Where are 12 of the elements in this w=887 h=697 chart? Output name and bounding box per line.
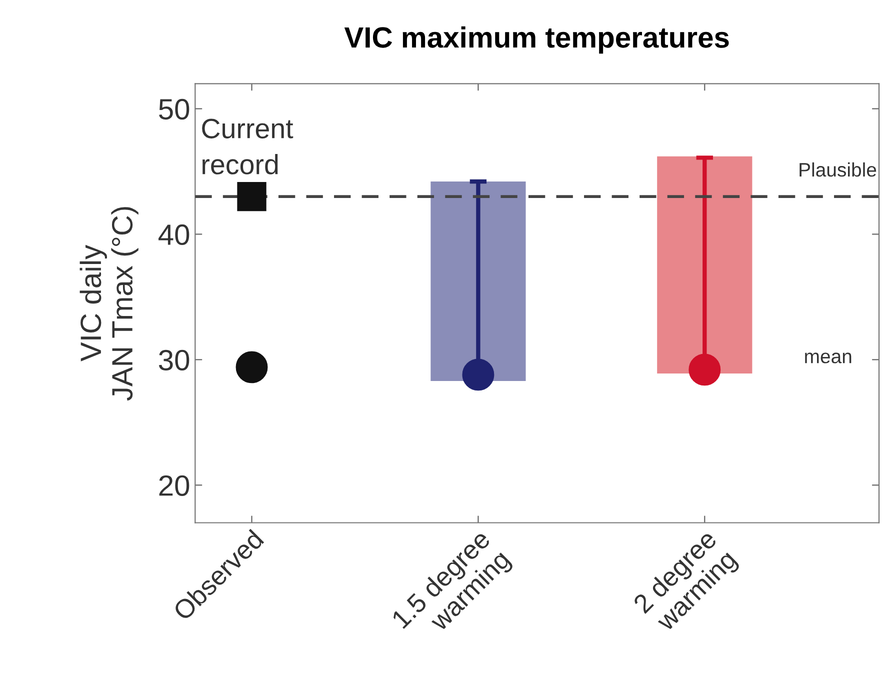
annotation: Plausible: [800, 162, 876, 177]
point: [237, 182, 266, 212]
y-tick-label: 20: [159, 475, 190, 496]
chart-title: VIC maximum temperatures: [344, 26, 729, 54]
y-tick-label: 50: [159, 98, 190, 120]
point: [462, 358, 494, 391]
y-axis-title: VIC daily JAN Tmax (°C): [80, 207, 138, 401]
y-tick-label: 30: [158, 350, 190, 371]
point: [688, 354, 721, 386]
ref-line-label: Current record: [202, 118, 294, 174]
y-tick-label: 40: [158, 224, 190, 246]
annotation: mean: [805, 352, 852, 364]
